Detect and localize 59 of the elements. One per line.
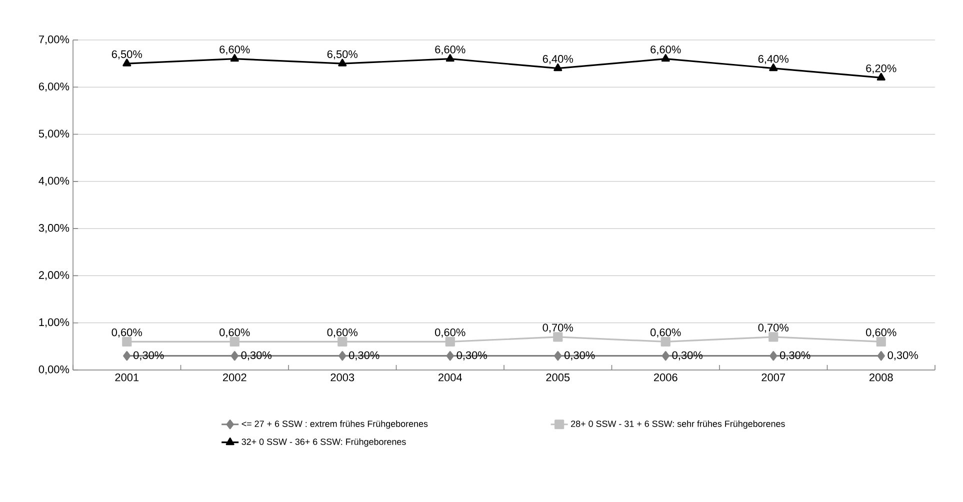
data-label: 0,60% — [435, 328, 466, 338]
legend-label: <= 27 + 6 SSW : extrem frühes Frühgeborenes — [242, 420, 428, 429]
point — [768, 332, 778, 342]
data-label: 0,30% — [241, 351, 272, 360]
data-label: 0,30% — [456, 351, 487, 360]
data-label: 6,20% — [866, 64, 896, 74]
y-tick-label: 1,00% — [39, 318, 70, 328]
data-label: 0,60% — [220, 328, 250, 338]
y-tick-label: 0,00% — [38, 365, 70, 375]
data-label: 6,50% — [327, 50, 358, 60]
data-label: 6,60% — [435, 46, 466, 55]
y-tick-label: 7,00% — [38, 35, 70, 45]
y-tick-label: 6,00% — [38, 82, 70, 92]
data-label: 0,30% — [672, 351, 702, 360]
x-tick-label: 2002 — [222, 374, 246, 382]
data-label: 0,30% — [564, 351, 595, 360]
point — [770, 351, 778, 361]
x-tick-label: 2001 — [115, 374, 139, 382]
point — [122, 336, 132, 346]
point — [662, 351, 670, 361]
data-label: 6,60% — [220, 46, 250, 55]
y-tick-label: 4,00% — [38, 176, 70, 186]
x-tick-label: 2004 — [438, 374, 462, 382]
y-tick-label: 3,00% — [38, 224, 70, 234]
data-label: 0,60% — [112, 328, 142, 338]
legend-label: 28+ 0 SSW - 31 + 6 SSW: sehr frühes Frühgeborenes — [571, 420, 785, 429]
legend-label: 32+ 0 SSW - 36+ 6 SSW: Frühgeborenes — [242, 438, 406, 447]
point — [554, 351, 562, 361]
y-tick-label: 5,00% — [38, 130, 70, 139]
x-tick-label: 2007 — [762, 374, 786, 382]
point — [230, 351, 238, 361]
x-tick-label: 2003 — [330, 374, 354, 382]
data-label: 6,40% — [758, 55, 789, 64]
point — [877, 351, 885, 361]
data-label: 0,60% — [650, 328, 681, 338]
point — [876, 336, 886, 346]
data-label: 0,70% — [758, 324, 789, 333]
data-label: 6,60% — [650, 46, 681, 55]
data-label: 0,30% — [134, 351, 164, 360]
point — [660, 336, 670, 346]
point — [553, 332, 563, 342]
data-label: 0,60% — [327, 328, 358, 338]
data-label: 0,30% — [780, 351, 810, 360]
data-label: 0,30% — [349, 351, 380, 360]
x-tick-label: 2008 — [869, 374, 893, 382]
point — [445, 336, 455, 346]
data-label: 6,40% — [542, 55, 574, 64]
point — [338, 336, 348, 346]
point — [446, 351, 454, 361]
point — [338, 351, 346, 361]
data-label: 6,50% — [112, 50, 142, 60]
data-label: 0,60% — [866, 328, 896, 338]
x-tick-label: 2005 — [546, 374, 570, 382]
point — [123, 351, 131, 361]
y-tick-label: 2,00% — [38, 271, 70, 280]
point — [230, 336, 240, 346]
data-label: 0,30% — [888, 351, 918, 360]
x-tick-label: 2006 — [654, 374, 678, 382]
data-label: 0,70% — [542, 324, 574, 333]
